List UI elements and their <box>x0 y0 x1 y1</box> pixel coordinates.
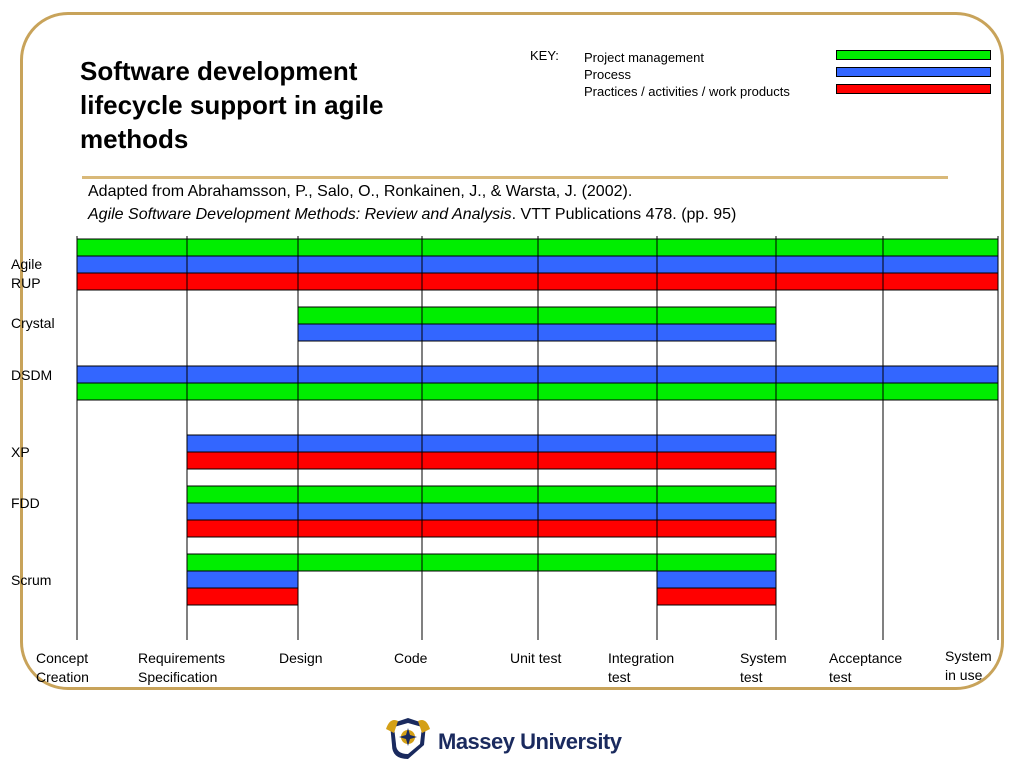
phase-label: Acceptance test <box>829 650 903 685</box>
method-label-xp: XP <box>11 444 30 460</box>
key-item-project-management: Project management <box>584 50 704 65</box>
key-swatch-practices <box>836 84 991 94</box>
bar-fdd <box>186 485 777 504</box>
method-label-scrum: Scrum <box>11 572 52 588</box>
bar-crystal <box>297 323 777 342</box>
slide-frame <box>20 12 1004 690</box>
slide-title: Software development lifecycle support i… <box>80 56 384 154</box>
phase-label: Unit test <box>510 650 562 666</box>
phase-label: System test <box>740 650 787 685</box>
method-label-agile: Agile RUP <box>11 256 43 291</box>
bar-scrum <box>186 587 299 606</box>
citation-book-title: Agile Software Development Methods: Revi… <box>88 206 512 223</box>
bar-xp <box>186 451 777 470</box>
phase-label: System in use <box>945 648 992 683</box>
phase-label: Integration test <box>608 650 675 685</box>
method-label-fdd: FDD <box>11 495 40 511</box>
phase-label: Design <box>279 650 323 666</box>
bar-scrum <box>656 570 777 589</box>
phase-label: Code <box>394 650 428 666</box>
key-label: KEY: <box>530 48 559 63</box>
bar-crystal <box>297 306 777 325</box>
key-swatch-project-management <box>836 50 991 60</box>
method-label-dsdm: DSDM <box>11 367 53 383</box>
massey-logo-text: Massey University <box>438 729 622 754</box>
title-divider <box>82 176 948 179</box>
method-label-crystal: Crystal <box>11 315 55 331</box>
key-item-practices: Practices / activities / work products <box>584 84 790 99</box>
key-item-process: Process <box>584 67 631 82</box>
citation-publisher: . VTT Publications 478. (pp. 95) <box>511 206 737 223</box>
bar-fdd <box>186 519 777 538</box>
bar-scrum <box>186 553 777 572</box>
citation: Adapted from Abrahamsson, P., Salo, O., … <box>88 180 736 226</box>
bar-scrum <box>656 587 777 606</box>
massey-crest-icon <box>386 718 430 759</box>
citation-line-2: Agile Software Development Methods: Revi… <box>88 203 736 226</box>
citation-line-1: Adapted from Abrahamsson, P., Salo, O., … <box>88 183 633 200</box>
bar-fdd <box>186 502 777 521</box>
bar-xp <box>186 434 777 453</box>
bar-scrum <box>186 570 299 589</box>
key-swatch-process <box>836 67 991 77</box>
phase-label: Concept Creation <box>36 650 89 685</box>
phase-label: Requirements Specification <box>138 650 226 685</box>
